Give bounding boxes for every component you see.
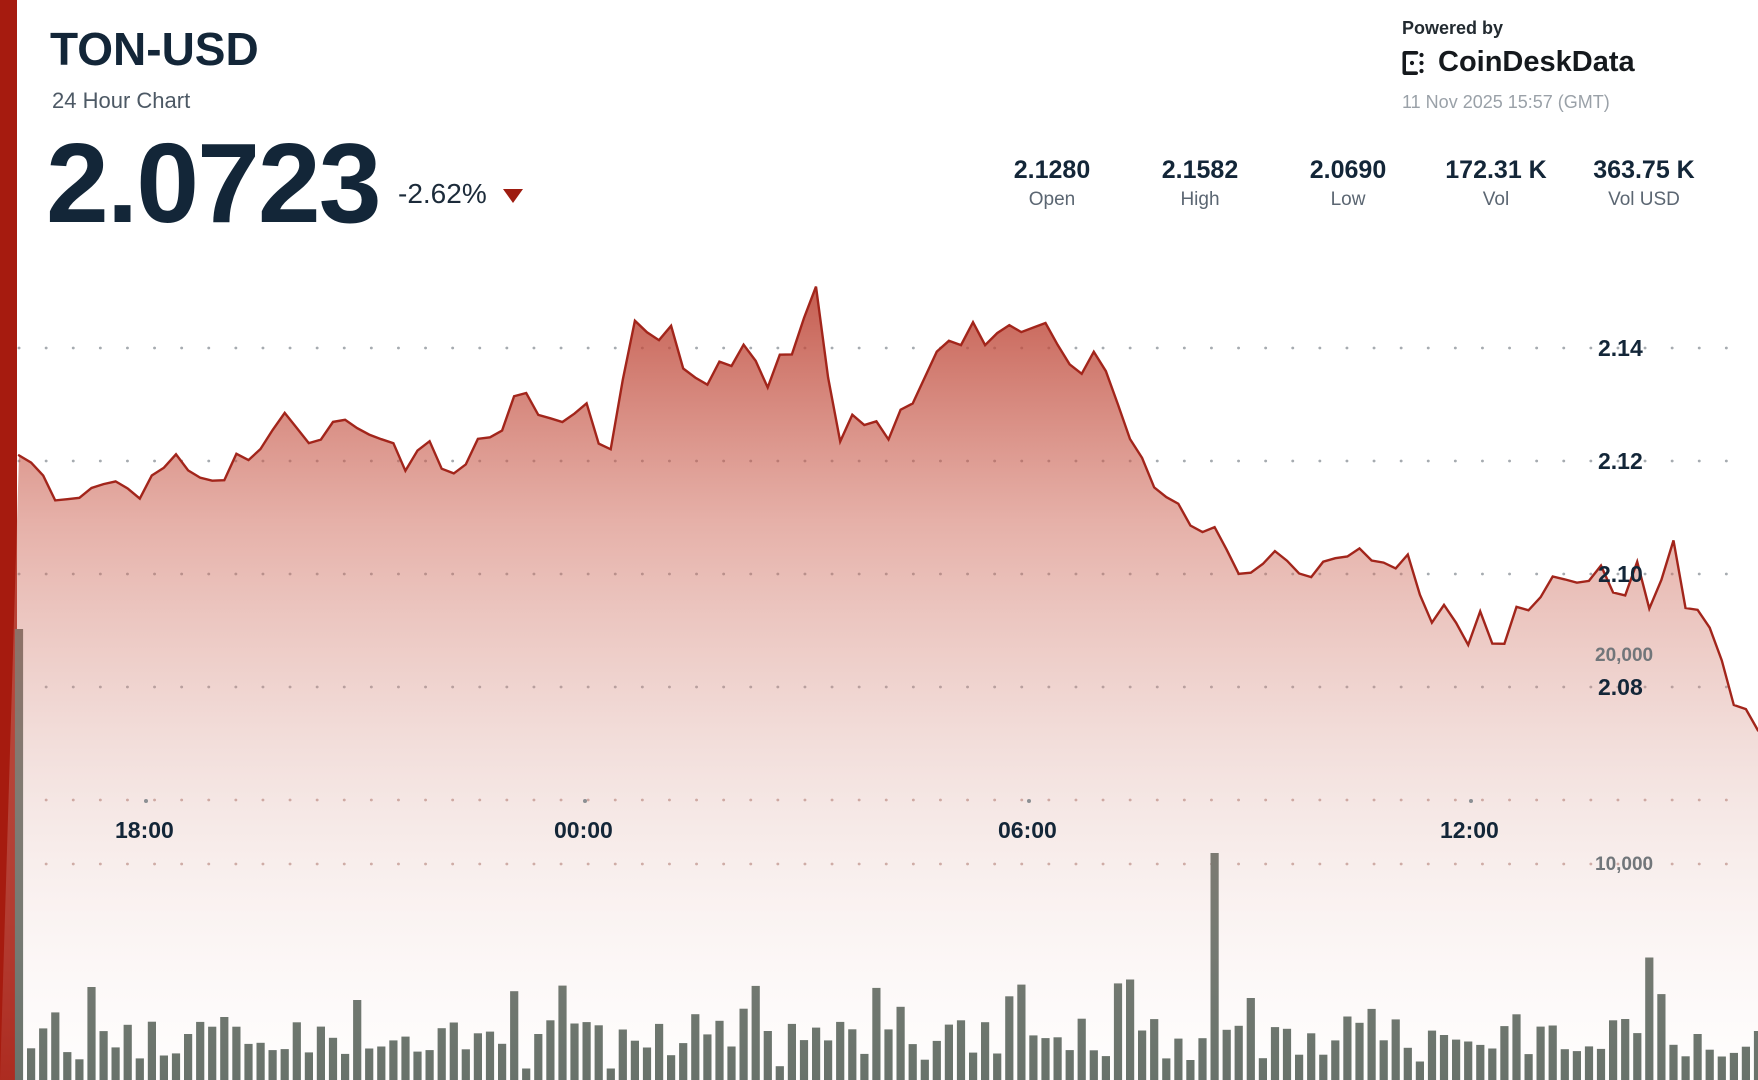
svg-text:2.10: 2.10 <box>1598 561 1643 587</box>
svg-text:2.08: 2.08 <box>1598 674 1643 700</box>
svg-text:2.14: 2.14 <box>1598 335 1643 361</box>
svg-text:2.12: 2.12 <box>1598 448 1643 474</box>
svg-text:00:00: 00:00 <box>554 817 613 843</box>
svg-text:10,000: 10,000 <box>1595 854 1653 875</box>
svg-text:20,000: 20,000 <box>1595 645 1653 666</box>
svg-text:18:00: 18:00 <box>115 817 174 843</box>
svg-text:06:00: 06:00 <box>998 817 1057 843</box>
svg-text:12:00: 12:00 <box>1440 817 1499 843</box>
